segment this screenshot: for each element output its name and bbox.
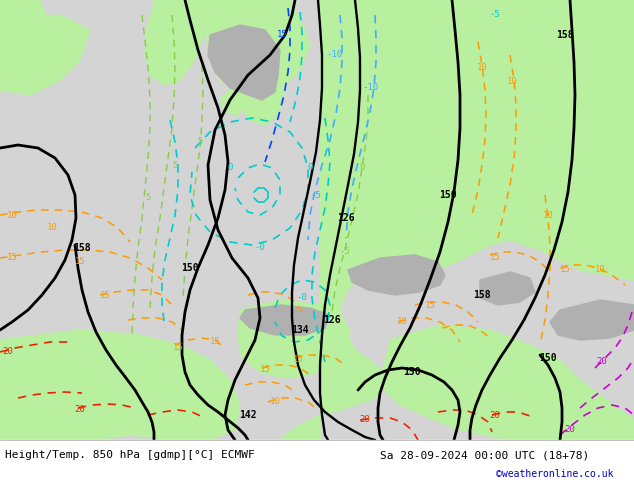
Text: 10: 10 xyxy=(6,211,17,220)
Polygon shape xyxy=(0,0,50,60)
Text: 20: 20 xyxy=(3,347,13,357)
Text: 150: 150 xyxy=(439,190,457,200)
Text: ©weatheronline.co.uk: ©weatheronline.co.uk xyxy=(496,469,614,479)
Text: -0: -0 xyxy=(255,244,266,252)
Polygon shape xyxy=(208,25,280,95)
Text: 20: 20 xyxy=(489,412,500,420)
Text: -10: -10 xyxy=(362,83,378,93)
Text: 20: 20 xyxy=(597,358,607,367)
Text: 158: 158 xyxy=(473,290,491,300)
Text: 15: 15 xyxy=(425,300,436,310)
Text: -0: -0 xyxy=(297,294,307,302)
Text: -5: -5 xyxy=(340,247,351,256)
Text: 10: 10 xyxy=(543,211,553,220)
Polygon shape xyxy=(145,0,205,85)
Text: -5: -5 xyxy=(489,10,500,20)
Text: 5: 5 xyxy=(172,161,178,170)
Text: 5: 5 xyxy=(145,194,151,202)
Text: 10: 10 xyxy=(507,77,517,87)
Polygon shape xyxy=(280,0,634,440)
Text: 10: 10 xyxy=(595,266,605,274)
Text: 15: 15 xyxy=(172,343,183,352)
Polygon shape xyxy=(240,305,330,335)
Text: 0: 0 xyxy=(359,164,365,172)
Text: 5: 5 xyxy=(197,138,203,147)
Polygon shape xyxy=(550,300,634,340)
Polygon shape xyxy=(480,272,535,305)
Polygon shape xyxy=(325,0,634,200)
Text: 20: 20 xyxy=(565,425,576,435)
Text: 20: 20 xyxy=(359,416,370,424)
Text: 10: 10 xyxy=(477,64,488,73)
Text: 0: 0 xyxy=(228,164,233,172)
Text: 142: 142 xyxy=(239,410,257,420)
Text: 15: 15 xyxy=(293,356,304,365)
Polygon shape xyxy=(243,65,278,100)
Polygon shape xyxy=(220,85,245,115)
Text: 10: 10 xyxy=(47,223,57,232)
Polygon shape xyxy=(0,330,240,440)
Polygon shape xyxy=(0,15,90,95)
Text: 15: 15 xyxy=(210,338,221,346)
Polygon shape xyxy=(240,60,285,125)
Text: 15: 15 xyxy=(6,253,17,263)
Polygon shape xyxy=(348,255,445,295)
Text: 10: 10 xyxy=(397,318,408,326)
Bar xyxy=(0,440,634,490)
Polygon shape xyxy=(238,300,350,378)
Text: 126: 126 xyxy=(337,213,355,223)
Text: 15: 15 xyxy=(489,253,500,263)
Text: -5: -5 xyxy=(311,191,321,199)
Text: 15: 15 xyxy=(560,266,571,274)
Text: 20: 20 xyxy=(75,406,86,415)
Text: 126: 126 xyxy=(323,315,341,325)
Polygon shape xyxy=(382,325,634,440)
Text: 15: 15 xyxy=(75,258,86,267)
Text: 15: 15 xyxy=(260,366,270,374)
Text: 10: 10 xyxy=(269,397,280,407)
Text: 0: 0 xyxy=(307,164,313,172)
Text: -10: -10 xyxy=(327,50,343,59)
Text: 158: 158 xyxy=(556,30,574,40)
Text: 150: 150 xyxy=(403,367,421,377)
Text: 15: 15 xyxy=(100,291,110,299)
Text: 158: 158 xyxy=(73,243,91,253)
Text: Sa 28-09-2024 00:00 UTC (18+78): Sa 28-09-2024 00:00 UTC (18+78) xyxy=(380,450,589,460)
Bar xyxy=(0,0,634,440)
Text: 134: 134 xyxy=(291,325,309,335)
Text: 15: 15 xyxy=(276,30,287,40)
Polygon shape xyxy=(200,0,310,100)
Text: 150: 150 xyxy=(539,353,557,363)
Text: 150: 150 xyxy=(181,263,199,273)
Text: Height/Temp. 850 hPa [gdmp][°C] ECMWF: Height/Temp. 850 hPa [gdmp][°C] ECMWF xyxy=(5,450,255,460)
